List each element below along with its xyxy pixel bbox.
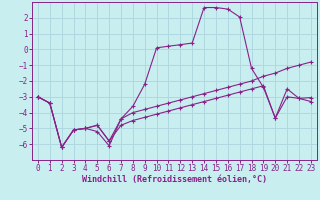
X-axis label: Windchill (Refroidissement éolien,°C): Windchill (Refroidissement éolien,°C) bbox=[82, 175, 267, 184]
